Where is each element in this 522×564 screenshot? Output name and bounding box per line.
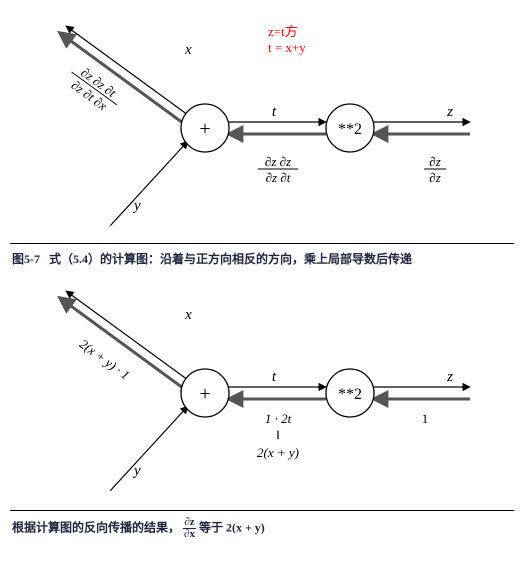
label-z: z <box>446 104 453 120</box>
node-square-label-b: **2 <box>338 386 362 403</box>
svg-text:∂z ∂t: ∂z ∂t <box>266 170 291 185</box>
label-y: y <box>132 198 141 214</box>
caption-bottom-prefix: 根据计算图的反向传播的结果， <box>12 520 180 534</box>
node-plus-label: + <box>199 118 210 140</box>
label-x-backward: ∂z ∂z ∂t ∂z ∂t ∂x <box>62 60 126 118</box>
node-plus-label-b: + <box>199 383 210 405</box>
label-y-b: y <box>132 463 141 479</box>
caption-bottom-expr: 2(x + y) <box>226 520 265 534</box>
svg-text:∂z ∂z: ∂z ∂z <box>265 154 291 169</box>
cg-top-svg: z=t方 t = x+y x ∂z ∂z ∂t ∂z ∂t ∂x y t ∂z … <box>10 8 510 238</box>
caption-top-prefix: 图5-7 <box>12 252 40 266</box>
label-z-backward-b: 1 <box>422 411 429 426</box>
caption-bottom: 根据计算图的反向传播的结果， ∂z∂x 等于 2(x + y) <box>10 511 512 546</box>
edge-y-forward <box>110 141 188 226</box>
label-x-b: x <box>184 307 192 323</box>
annotation-line2: t = x+y <box>268 40 306 55</box>
label-z-b: z <box>446 369 453 385</box>
label-t: t <box>272 104 277 120</box>
caption-bottom-frac: ∂z∂x <box>183 517 196 540</box>
svg-text:∂z: ∂z <box>429 170 440 185</box>
cg-bottom-svg: x 2(x + y) · 1 y t 1 · 2t ‖ 2(x + y) z 1… <box>10 273 510 505</box>
computation-graph-bottom: x 2(x + y) · 1 y t 1 · 2t ‖ 2(x + y) z 1… <box>10 273 510 510</box>
label-t-backward: ∂z ∂z ∂z ∂t <box>258 154 298 185</box>
caption-top: 图5-7 式（5.4）的计算图：沿着与正方向相反的方向，乘上局部导数后传递 <box>10 244 512 273</box>
label-t-backward-eq: ‖ <box>276 427 280 442</box>
label-t-b: t <box>272 369 277 385</box>
caption-top-body: 式（5.4）的计算图：沿着与正方向相反的方向，乘上局部导数后传递 <box>49 252 412 266</box>
svg-text:∂z: ∂z <box>429 154 440 169</box>
label-x: x <box>184 42 192 58</box>
edge-y-forward-b <box>110 406 188 491</box>
caption-bottom-mid: 等于 <box>199 520 226 534</box>
annotation-line1: z=t方 <box>268 24 298 39</box>
label-z-backward: ∂z ∂z <box>424 154 446 185</box>
label-t-backward-bottom: 2(x + y) <box>257 445 299 460</box>
computation-graph-top: z=t方 t = x+y x ∂z ∂z ∂t ∂z ∂t ∂x y t ∂z … <box>10 8 510 243</box>
node-square-label: **2 <box>338 121 362 138</box>
label-t-backward-top: 1 · 2t <box>265 411 292 426</box>
